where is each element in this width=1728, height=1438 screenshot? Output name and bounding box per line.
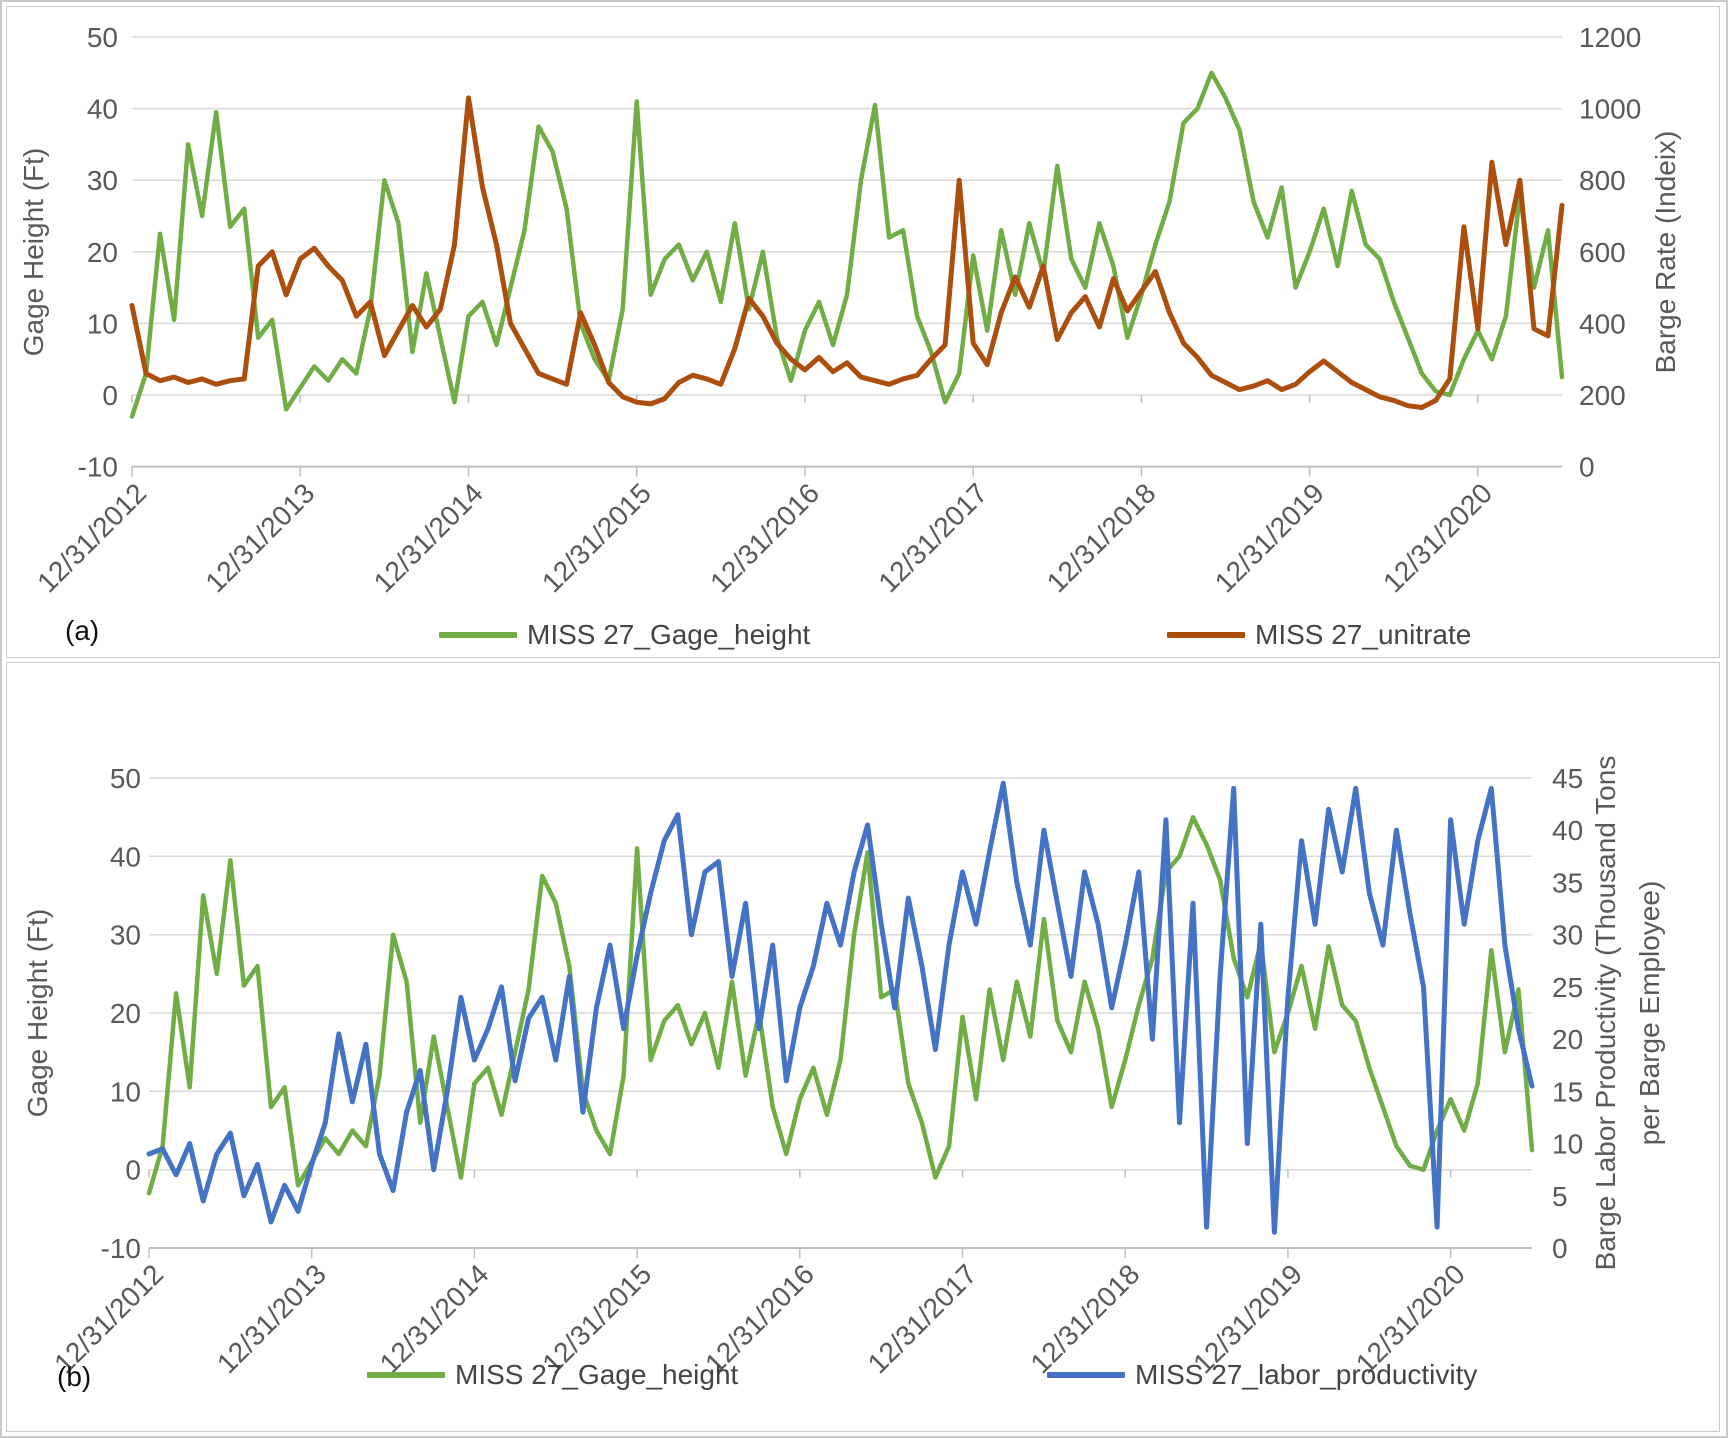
x-tick-label: 12/31/2017	[862, 1258, 983, 1379]
panel-a-letter: (a)	[65, 615, 100, 646]
y-left-tick-50: 50	[87, 22, 118, 53]
y-left-tick-0: 0	[125, 1155, 141, 1186]
y-right-tick-600: 600	[1579, 237, 1626, 268]
chart-b-canvas: 50403020100-1045403530252015105012/31/20…	[22, 756, 1665, 1380]
y-right-tick-1200: 1200	[1579, 22, 1641, 53]
x-tick-label: 12/31/2014	[368, 477, 489, 598]
y-right-tick-45: 45	[1552, 763, 1583, 794]
y-right-tick-40: 40	[1552, 815, 1583, 846]
y-right-tick-200: 200	[1579, 380, 1626, 411]
x-tick-label: 12/31/2012	[31, 477, 152, 598]
series-line-miss-27-unitrate	[129, 95, 1565, 410]
y-right-tick-35: 35	[1552, 867, 1583, 898]
chart-panel-b: 50 40 30 20 10 0 -10 45 40 35 30 25 20 15 10 5 0 12/31/20…	[6, 662, 1720, 1432]
legend-b-productivity[interactable]: MISS 27_labor_productivity	[1047, 1359, 1477, 1391]
y-right-tick-1000: 1000	[1579, 94, 1641, 125]
y-left-tick-10: 10	[110, 1076, 141, 1107]
x-tick-label: 12/31/2019	[1209, 477, 1330, 598]
legend-b-productivity-swatch	[1047, 1372, 1125, 1378]
legend-a-unitrate-swatch	[1167, 632, 1245, 638]
y-right-tick-25: 25	[1552, 972, 1583, 1003]
y-left-tick-10: 10	[87, 308, 118, 339]
y-left-tick-50: 50	[110, 763, 141, 794]
chart-b-y-right-title-line2: per Barge Employee)	[1634, 881, 1665, 1146]
x-tick-label: 12/31/2016	[704, 477, 825, 598]
legend-a-unitrate[interactable]: MISS 27_unitrate	[1167, 619, 1471, 651]
x-tick-label: 12/31/2018	[1041, 477, 1162, 598]
y-right-tick-800: 800	[1579, 165, 1626, 196]
y-right-tick-10: 10	[1552, 1129, 1583, 1160]
chart-a-series	[129, 70, 1565, 419]
y-left-tick-20: 20	[110, 998, 141, 1029]
series-line-miss-27-gage-height	[146, 814, 1535, 1196]
chart-a-y-right-title: Barge Rate (Indeix)	[1650, 131, 1681, 374]
y-left-tick--10: -10	[101, 1233, 141, 1264]
y-right-tick-400: 400	[1579, 308, 1626, 339]
chart-b-series	[146, 780, 1535, 1235]
panel-b-letter: (b)	[57, 1361, 92, 1392]
y-left-tick-20: 20	[87, 237, 118, 268]
y-left-tick-0: 0	[102, 380, 118, 411]
chart-b-y-left-title: Gage Height (Ft)	[22, 909, 53, 1118]
y-right-tick-0: 0	[1579, 452, 1595, 483]
chart-b-axes	[148, 1169, 1452, 1258]
y-right-tick-0: 0	[1552, 1233, 1568, 1264]
chart-b-gridlines	[149, 777, 1532, 1249]
y-left-tick-40: 40	[110, 841, 141, 872]
x-tick-label: 12/31/2013	[211, 1258, 332, 1379]
legend-b-gage-height[interactable]: MISS 27_Gage_height	[367, 1359, 738, 1391]
y-left-tick--10: -10	[78, 452, 118, 483]
y-right-tick-20: 20	[1552, 1024, 1583, 1055]
chart-a-canvas: 50 40 30 20 10 0 -10 1200 1000 800 600 400 200 0 12/31…	[18, 22, 1681, 598]
chart-b-y-right-title-line1: Barge Labor Productivity (Thousand Tons	[1590, 756, 1621, 1271]
legend-b-gage-label: MISS 27_Gage_height	[455, 1359, 739, 1390]
y-left-tick-30: 30	[110, 920, 141, 951]
chart-a-axes	[131, 395, 1479, 477]
chart-a-y-left-title: Gage Height (Ft)	[18, 148, 49, 357]
y-left-tick-40: 40	[87, 94, 118, 125]
y-right-tick-5: 5	[1552, 1181, 1568, 1212]
chart-panel-a: 50 40 30 20 10 0 -10 1200 1000 800 600 400 200 0 12/31…	[6, 6, 1720, 658]
legend-a-gage-swatch	[439, 632, 517, 638]
x-tick-label: 12/31/2015	[536, 477, 657, 598]
legend-a-gage-label: MISS 27_Gage_height	[527, 619, 811, 650]
legend-a-unitrate-label: MISS 27_unitrate	[1255, 619, 1472, 650]
legend-b-productivity-label: MISS 27_labor_productivity	[1135, 1359, 1478, 1390]
y-right-tick-30: 30	[1552, 920, 1583, 951]
series-line-miss-27-labor-productivity	[146, 780, 1535, 1235]
chart-a-gridlines	[132, 36, 1562, 468]
x-tick-label: 12/31/2020	[1377, 477, 1498, 598]
x-tick-label: 12/31/2013	[199, 477, 320, 598]
legend-a-gage-height[interactable]: MISS 27_Gage_height	[439, 619, 810, 651]
x-tick-label: 12/31/2017	[872, 477, 993, 598]
y-left-tick-30: 30	[87, 165, 118, 196]
y-right-tick-15: 15	[1552, 1076, 1583, 1107]
legend-b-gage-swatch	[367, 1372, 445, 1378]
